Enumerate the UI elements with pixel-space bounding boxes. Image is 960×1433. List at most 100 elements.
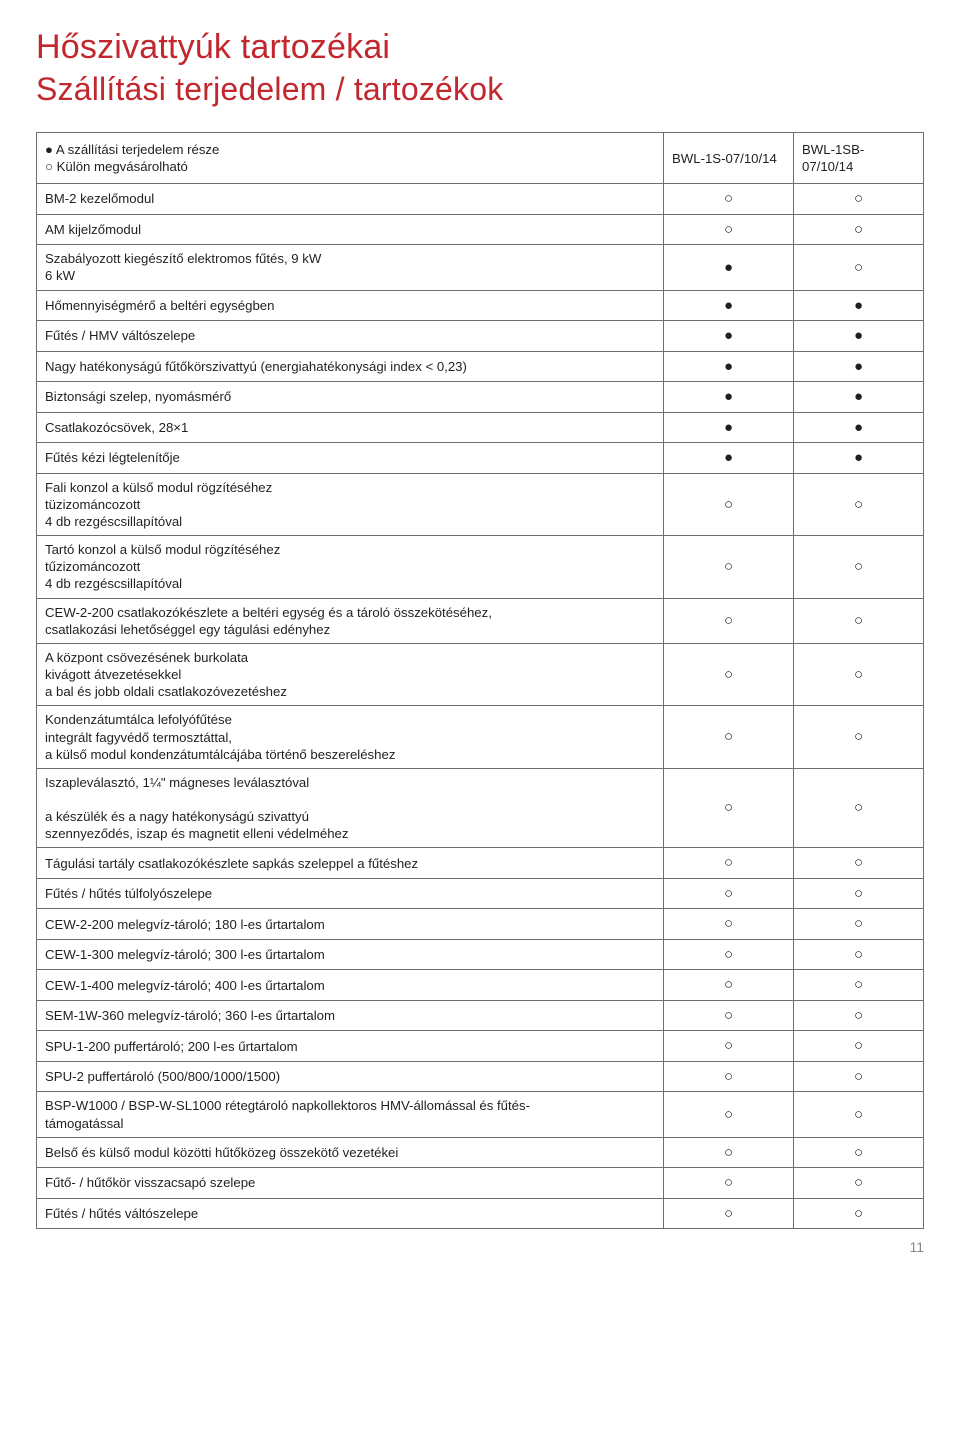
row-label: CEW-1-300 melegvíz-tároló; 300 l-es űrta… bbox=[37, 939, 664, 970]
row-mark: ○ bbox=[794, 1061, 924, 1092]
row-mark: ○ bbox=[794, 473, 924, 535]
row-mark: ○ bbox=[664, 473, 794, 535]
table-row: Csatlakozócsövek, 28×1●● bbox=[37, 412, 924, 443]
table-row: SEM-1W-360 melegvíz-tároló; 360 l-es űrt… bbox=[37, 1000, 924, 1031]
row-mark: ○ bbox=[794, 643, 924, 705]
row-mark: ● bbox=[664, 290, 794, 321]
row-mark: ○ bbox=[794, 245, 924, 290]
accessories-table: ● A szállítási terjedelem része ○ Külön … bbox=[36, 132, 924, 1229]
row-mark: ○ bbox=[664, 643, 794, 705]
row-mark: ● bbox=[794, 290, 924, 321]
row-label: Szabályozott kiegészítő elektromos fűtés… bbox=[37, 245, 664, 290]
row-mark: ○ bbox=[664, 1137, 794, 1168]
row-label: BM-2 kezelőmodul bbox=[37, 184, 664, 215]
column-header-1: BWL-1SB-07/10/14 bbox=[794, 133, 924, 184]
table-row: BM-2 kezelőmodul○○ bbox=[37, 184, 924, 215]
row-mark: ○ bbox=[794, 1000, 924, 1031]
row-mark: ● bbox=[794, 412, 924, 443]
table-row: CEW-2-200 melegvíz-tároló; 180 l-es űrta… bbox=[37, 909, 924, 940]
legend-included: ● A szállítási terjedelem része bbox=[45, 141, 655, 158]
row-mark: ○ bbox=[664, 598, 794, 643]
table-row: Iszapleválasztó, 1¼" mágneses leválasztó… bbox=[37, 768, 924, 848]
row-mark: ● bbox=[664, 351, 794, 382]
table-row: SPU-2 puffertároló (500/800/1000/1500)○○ bbox=[37, 1061, 924, 1092]
row-mark: ○ bbox=[664, 1198, 794, 1229]
row-mark: ○ bbox=[664, 848, 794, 879]
row-mark: ○ bbox=[664, 1031, 794, 1062]
column-header-0: BWL-1S-07/10/14 bbox=[664, 133, 794, 184]
row-mark: ○ bbox=[794, 536, 924, 598]
row-mark: ○ bbox=[794, 184, 924, 215]
table-row: Tágulási tartály csatlakozókészlete sapk… bbox=[37, 848, 924, 879]
row-label: SEM-1W-360 melegvíz-tároló; 360 l-es űrt… bbox=[37, 1000, 664, 1031]
row-mark: ● bbox=[664, 443, 794, 474]
row-mark: ○ bbox=[794, 1092, 924, 1137]
page-number: 11 bbox=[36, 1239, 924, 1255]
row-mark: ○ bbox=[664, 1061, 794, 1092]
row-mark: ● bbox=[664, 412, 794, 443]
row-label: BSP-W1000 / BSP-W-SL1000 rétegtároló nap… bbox=[37, 1092, 664, 1137]
row-label: Fűtés / HMV váltószelepe bbox=[37, 321, 664, 352]
row-mark: ○ bbox=[664, 970, 794, 1001]
table-row: Szabályozott kiegészítő elektromos fűtés… bbox=[37, 245, 924, 290]
row-label: CEW-2-200 csatlakozókészlete a beltéri e… bbox=[37, 598, 664, 643]
row-mark: ○ bbox=[794, 939, 924, 970]
row-label: SPU-2 puffertároló (500/800/1000/1500) bbox=[37, 1061, 664, 1092]
row-mark: ○ bbox=[664, 184, 794, 215]
row-mark: ○ bbox=[664, 214, 794, 245]
table-row: CEW-1-400 melegvíz-tároló; 400 l-es űrta… bbox=[37, 970, 924, 1001]
row-mark: ○ bbox=[794, 970, 924, 1001]
row-mark: ○ bbox=[664, 768, 794, 848]
table-row: Fali konzol a külső modul rögzítéséhez t… bbox=[37, 473, 924, 535]
row-mark: ● bbox=[794, 321, 924, 352]
table-row: A központ csövezésének burkolata kivágot… bbox=[37, 643, 924, 705]
table-row: Fűtő- / hűtőkör visszacsapó szelepe○○ bbox=[37, 1168, 924, 1199]
legend-cell: ● A szállítási terjedelem része ○ Külön … bbox=[37, 133, 664, 184]
table-row: Fűtés kézi légtelenítője●● bbox=[37, 443, 924, 474]
row-label: Fűtés kézi légtelenítője bbox=[37, 443, 664, 474]
row-label: Hőmennyiségmérő a beltéri egységben bbox=[37, 290, 664, 321]
row-label: SPU-1-200 puffertároló; 200 l-es űrtarta… bbox=[37, 1031, 664, 1062]
row-label: Csatlakozócsövek, 28×1 bbox=[37, 412, 664, 443]
row-label: Fali konzol a külső modul rögzítéséhez t… bbox=[37, 473, 664, 535]
table-row: SPU-1-200 puffertároló; 200 l-es űrtarta… bbox=[37, 1031, 924, 1062]
row-label: Fűtés / hűtés túlfolyószelepe bbox=[37, 878, 664, 909]
row-mark: ○ bbox=[664, 909, 794, 940]
row-label: AM kijelzőmodul bbox=[37, 214, 664, 245]
row-mark: ● bbox=[794, 443, 924, 474]
row-mark: ○ bbox=[664, 1000, 794, 1031]
row-label: Biztonsági szelep, nyomásmérő bbox=[37, 382, 664, 413]
row-label: Fűtés / hűtés váltószelepe bbox=[37, 1198, 664, 1229]
page-subtitle: Szállítási terjedelem / tartozékok bbox=[36, 71, 924, 108]
row-label: Tágulási tartály csatlakozókészlete sapk… bbox=[37, 848, 664, 879]
row-mark: ○ bbox=[794, 706, 924, 768]
table-row: Fűtés / hűtés váltószelepe○○ bbox=[37, 1198, 924, 1229]
row-mark: ○ bbox=[794, 1168, 924, 1199]
table-row: Fűtés / HMV váltószelepe●● bbox=[37, 321, 924, 352]
row-mark: ○ bbox=[794, 768, 924, 848]
table-row: Belső és külső modul közötti hűtőközeg ö… bbox=[37, 1137, 924, 1168]
row-label: Fűtő- / hűtőkör visszacsapó szelepe bbox=[37, 1168, 664, 1199]
row-label: Kondenzátumtálca lefolyófűtése integrált… bbox=[37, 706, 664, 768]
table-row: Tartó konzol a külső modul rögzítéséhez … bbox=[37, 536, 924, 598]
row-mark: ○ bbox=[664, 706, 794, 768]
row-label: CEW-1-400 melegvíz-tároló; 400 l-es űrta… bbox=[37, 970, 664, 1001]
row-mark: ○ bbox=[794, 848, 924, 879]
row-mark: ○ bbox=[664, 1092, 794, 1137]
table-row: Biztonsági szelep, nyomásmérő●● bbox=[37, 382, 924, 413]
row-label: Tartó konzol a külső modul rögzítéséhez … bbox=[37, 536, 664, 598]
table-row: CEW-1-300 melegvíz-tároló; 300 l-es űrta… bbox=[37, 939, 924, 970]
row-mark: ○ bbox=[664, 1168, 794, 1199]
legend-optional: ○ Külön megvásárolható bbox=[45, 158, 655, 175]
row-label: Nagy hatékonyságú fűtőkörszivattyú (ener… bbox=[37, 351, 664, 382]
row-mark: ○ bbox=[664, 878, 794, 909]
row-mark: ○ bbox=[794, 909, 924, 940]
table-row: BSP-W1000 / BSP-W-SL1000 rétegtároló nap… bbox=[37, 1092, 924, 1137]
row-mark: ● bbox=[794, 351, 924, 382]
table-row: AM kijelzőmodul○○ bbox=[37, 214, 924, 245]
row-mark: ○ bbox=[794, 214, 924, 245]
row-label: Belső és külső modul közötti hűtőközeg ö… bbox=[37, 1137, 664, 1168]
row-mark: ○ bbox=[794, 878, 924, 909]
row-label: Iszapleválasztó, 1¼" mágneses leválasztó… bbox=[37, 768, 664, 848]
row-mark: ○ bbox=[794, 1137, 924, 1168]
